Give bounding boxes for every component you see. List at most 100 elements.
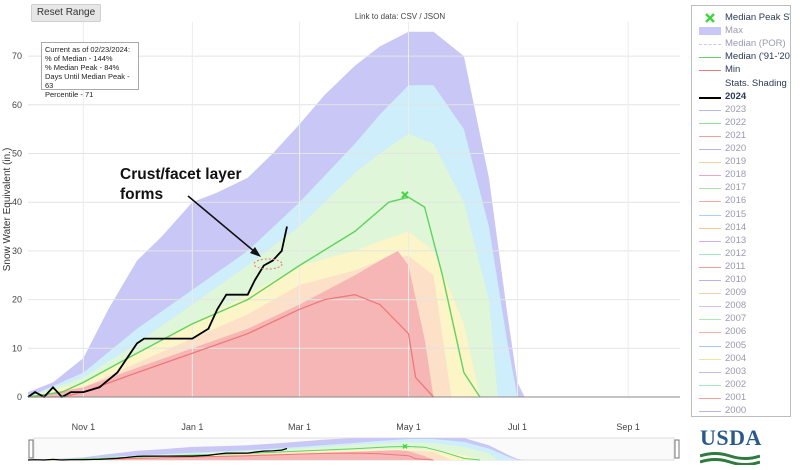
legend-swatch (699, 57, 721, 59)
legend-swatch (699, 188, 721, 190)
legend-item[interactable]: 2003 (692, 364, 790, 380)
legend-item[interactable]: 2015 (692, 207, 790, 223)
navigator-handle-left[interactable] (28, 439, 34, 459)
legend-swatch (699, 201, 721, 203)
legend-label: Median (POR) (725, 38, 786, 50)
y-tick-label: 0 (17, 392, 22, 402)
legend-item[interactable]: 2014 (692, 220, 790, 236)
legend-item[interactable]: 2011 (692, 259, 790, 275)
legend-swatch (699, 80, 721, 88)
legend-label: 2002 (725, 378, 747, 390)
legend-swatch (699, 227, 721, 229)
legend-label: 2011 (725, 260, 746, 272)
legend-swatch (699, 149, 721, 150)
legend-swatch (699, 345, 721, 347)
legend-label: 2006 (725, 326, 747, 338)
legend-item[interactable]: 2000 (692, 403, 790, 416)
legend-item[interactable]: 2024 (692, 89, 790, 105)
legend-label: 2015 (725, 208, 747, 220)
legend-label: Median ('91-'20) (725, 51, 791, 63)
legend-item[interactable]: Median (POR) (692, 36, 790, 52)
legend-item[interactable]: 2012 (692, 246, 790, 262)
info-line-percentile: Percentile - 71 (45, 90, 94, 99)
legend-item[interactable]: 2017 (692, 180, 790, 196)
legend-item[interactable]: 2022 (692, 115, 790, 131)
info-line-median: % of Median - 144% (45, 54, 113, 63)
y-tick-label: 10 (12, 343, 22, 353)
legend-label: 2014 (725, 221, 747, 233)
legend-label: 2003 (725, 365, 747, 377)
x-tick-label: Mar 1 (288, 422, 311, 432)
legend-label: 2020 (725, 143, 747, 154)
legend-label: 2012 (725, 247, 747, 259)
annotation-layer: Crust/facet layer forms (120, 166, 283, 270)
legend-item[interactable]: Min (692, 62, 790, 78)
legend-label: 2023 (725, 103, 747, 115)
legend-item[interactable]: 2009 (692, 285, 790, 301)
legend-item[interactable]: 2001 (692, 390, 790, 406)
usda-logo: USDA (699, 425, 762, 467)
annotation-text-1: Crust/facet layer (120, 166, 241, 183)
legend-item[interactable]: 2023 (692, 102, 790, 118)
x-tick-label: Sep 1 (616, 422, 640, 432)
legend-item[interactable]: 2019 (692, 154, 790, 170)
navigator-band (28, 450, 434, 460)
legend-swatch (699, 384, 721, 386)
legend-item[interactable]: 2013 (692, 233, 790, 249)
legend-item[interactable]: 2010 (692, 272, 790, 288)
series-lines (27, 191, 481, 399)
legend-label: Min (725, 64, 741, 76)
legend-swatch (699, 162, 721, 164)
data-link[interactable]: Link to data: CSV / JSON (354, 12, 446, 21)
usda-logo-waves (699, 452, 761, 466)
legend-swatch (699, 44, 721, 46)
legend-item[interactable]: 2021 (692, 128, 790, 144)
legend-item[interactable]: 2002 (692, 377, 790, 393)
legend-swatch (699, 411, 721, 412)
legend-item[interactable]: 2006 (692, 324, 790, 340)
legend-swatch (699, 96, 721, 99)
axes: 0 10 20 30 40 50 60 70 Nov 1 Jan 1 Mar 1 May 1 Jul 1… (2, 51, 680, 432)
legend-item[interactable]: 2016 (692, 193, 790, 209)
legend-label: 2019 (725, 156, 747, 168)
legend-swatch (699, 358, 721, 360)
legend-item[interactable]: Stats. Shading (692, 76, 790, 92)
legend-item[interactable]: 2004 (692, 351, 790, 367)
legend-swatch (699, 397, 721, 399)
legend-item[interactable]: Median ('91-'20) (692, 49, 791, 65)
legend-item[interactable]: 2020 (692, 141, 790, 157)
legend-swatch (699, 280, 721, 281)
info-box: Current as of 02/23/2024: % of Median - … (41, 42, 139, 99)
legend-swatch (699, 175, 721, 177)
legend-label: 2009 (725, 287, 747, 299)
legend-item[interactable]: 2008 (692, 298, 790, 314)
legend-item[interactable]: 2007 (692, 311, 790, 327)
legend-label: 2004 (725, 352, 747, 364)
legend-swatch (699, 306, 721, 308)
x-tick-label: May 1 (396, 422, 421, 432)
y-tick-label: 70 (12, 51, 22, 61)
reset-range-button[interactable]: Reset Range (31, 4, 101, 22)
navigator-handle-right[interactable] (674, 439, 680, 459)
legend-item[interactable]: Max (692, 23, 790, 39)
line-median (27, 196, 481, 398)
legend-label: 2024 (725, 90, 747, 102)
range-navigator (27, 437, 680, 461)
legend-label: Median Peak SWE (725, 12, 790, 23)
legend-label: 2022 (725, 116, 747, 128)
legend-item[interactable]: 2005 (692, 338, 790, 354)
annotation-ellipse (253, 258, 283, 270)
legend-swatch (699, 240, 721, 242)
legend-label: 2010 (725, 274, 747, 285)
annotation-arrow (187, 195, 256, 253)
legend-label: 2000 (725, 405, 747, 416)
legend-label: 2005 (725, 339, 747, 351)
usda-logo-text: USDA (700, 425, 762, 450)
median-peak-marker (401, 191, 409, 199)
legend-item[interactable]: 2018 (692, 167, 790, 183)
legend-swatch (699, 135, 721, 137)
legend-item[interactable]: Median Peak SWE (692, 10, 790, 26)
annotation-text-2: forms (120, 186, 163, 203)
